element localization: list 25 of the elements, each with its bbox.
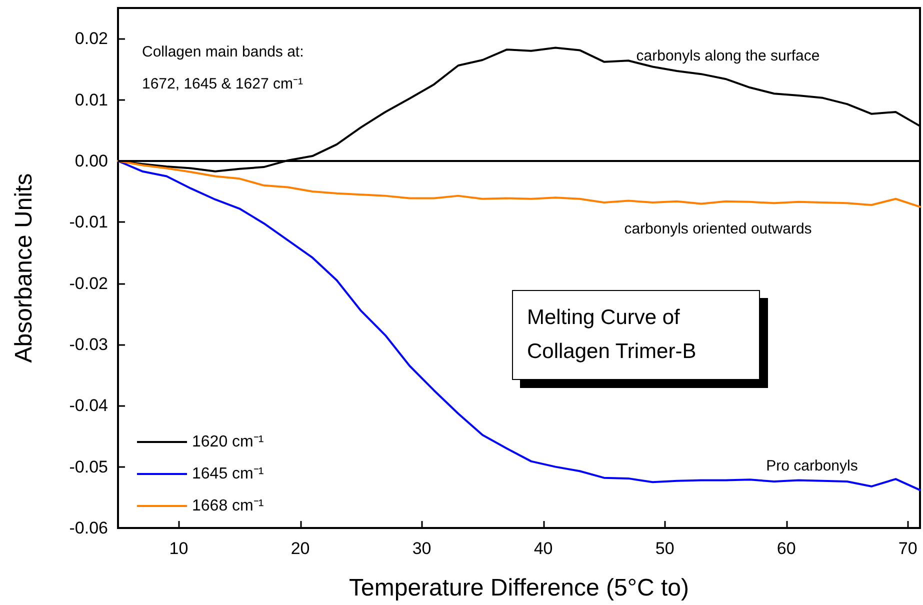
annotation: carbonyls along the surface [636, 48, 820, 64]
x-tick-label: 30 [412, 539, 432, 558]
x-tick-label: 40 [534, 539, 553, 558]
y-tick-label: -0.06 [69, 518, 108, 538]
x-tick-label: 70 [898, 539, 918, 558]
y-tick-label: -0.01 [69, 212, 108, 232]
y-tick-label: 0.02 [74, 29, 108, 48]
x-axis-title: Temperature Difference (5°C to) [349, 574, 689, 602]
x-tick-label: 50 [655, 539, 674, 558]
y-axis-title: Absorbance Units [10, 173, 38, 363]
legend-label: 1668 cm⁻¹ [192, 498, 264, 514]
x-tick-label: 60 [776, 539, 796, 558]
y-tick-label: 0.01 [74, 90, 108, 110]
y-tick-label: -0.03 [69, 334, 108, 354]
y-tick-label: -0.04 [69, 396, 108, 416]
y-tick-label: 0.00 [74, 151, 108, 170]
annotation: carbonyls oriented outwards [624, 220, 812, 238]
annotation: Pro carbonyls [766, 458, 858, 474]
annotation: Collagen main bands at: 1672, 1645 & 1627 cm⁻¹ [142, 44, 304, 92]
x-tick-label: 20 [290, 539, 310, 558]
y-tick-label: -0.05 [69, 457, 108, 476]
legend-label: 1645 cm⁻¹ [192, 466, 264, 482]
y-tick-label: -0.02 [69, 274, 108, 293]
x-tick-label: 10 [169, 539, 188, 558]
legend-label: 1620 cm⁻¹ [192, 434, 264, 450]
